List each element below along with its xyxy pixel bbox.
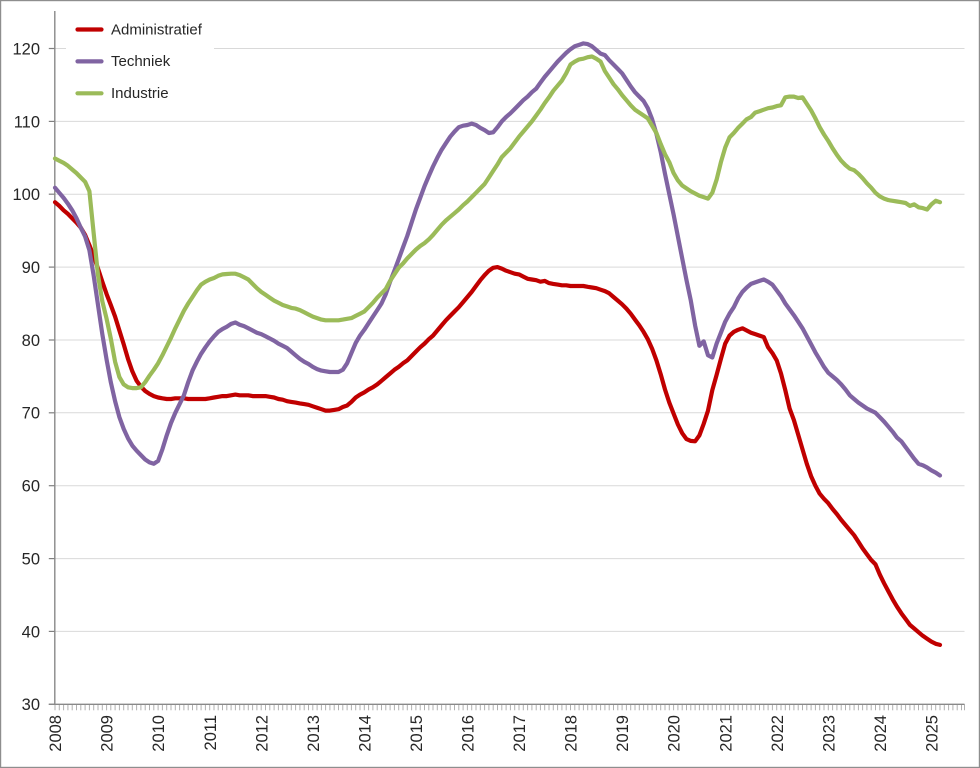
svg-text:2019: 2019	[614, 715, 632, 752]
svg-text:2022: 2022	[769, 715, 787, 752]
svg-text:110: 110	[14, 113, 40, 131]
svg-text:2015: 2015	[408, 715, 426, 752]
svg-text:2010: 2010	[150, 715, 168, 752]
svg-text:2011: 2011	[202, 715, 220, 750]
svg-text:2014: 2014	[356, 715, 374, 752]
svg-text:100: 100	[12, 186, 40, 204]
svg-text:2024: 2024	[872, 715, 890, 752]
svg-text:2020: 2020	[666, 715, 684, 752]
svg-text:2008: 2008	[47, 715, 65, 752]
svg-text:2025: 2025	[924, 715, 942, 752]
svg-text:2012: 2012	[253, 715, 271, 752]
svg-text:70: 70	[22, 405, 40, 423]
svg-text:2023: 2023	[820, 715, 838, 752]
svg-text:2009: 2009	[99, 715, 117, 752]
svg-text:2016: 2016	[460, 715, 478, 752]
svg-text:Administratief: Administratief	[111, 21, 203, 38]
svg-text:50: 50	[22, 551, 40, 569]
svg-text:80: 80	[22, 332, 40, 350]
svg-text:120: 120	[12, 40, 40, 58]
svg-text:30: 30	[22, 696, 40, 714]
svg-text:90: 90	[22, 259, 40, 277]
svg-text:60: 60	[22, 478, 40, 496]
svg-text:Industrie: Industrie	[111, 85, 169, 102]
svg-text:2017: 2017	[511, 715, 529, 752]
svg-text:2018: 2018	[563, 715, 581, 752]
svg-text:Techniek: Techniek	[111, 53, 171, 70]
svg-text:2021: 2021	[717, 715, 735, 752]
svg-text:2013: 2013	[305, 715, 323, 752]
svg-text:40: 40	[22, 623, 40, 641]
